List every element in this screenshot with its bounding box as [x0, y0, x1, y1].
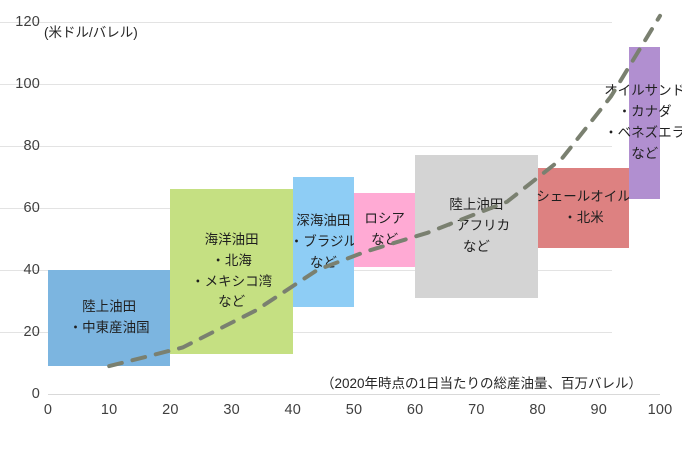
cost-box-label-line: オイルサンド — [604, 82, 682, 98]
cost-box-label-line: ・中東産油国 — [68, 320, 150, 336]
x-axis-tick-label: 80 — [529, 402, 546, 418]
cost-box-label-group: 陸上油田・アフリカなど — [443, 195, 511, 258]
y-axis-tick-label: 80 — [23, 138, 40, 154]
cost-box-onshore-middle-east: 陸上油田・中東産油国 — [48, 270, 171, 367]
cost-box-onshore-africa: 陸上油田・アフリカなど — [415, 155, 538, 298]
cost-box-label-line: 深海油田 — [296, 212, 351, 228]
x-axis-line — [48, 394, 660, 395]
cost-box-deepwater-brazil: 深海油田・ブラジルなど — [290, 177, 357, 308]
gridline — [0, 84, 612, 85]
cost-box-label-line: 陸上油田 — [82, 299, 137, 315]
y-axis-tick-label: 100 — [15, 76, 40, 92]
cost-box-label-line: ・アフリカ — [442, 218, 511, 234]
cost-box-label-line: ロシア — [364, 210, 405, 226]
x-axis-tick-label: 90 — [590, 402, 608, 418]
cost-box-label-group: ロシア など — [364, 209, 405, 251]
x-axis-tick-label: 100 — [647, 402, 673, 418]
cost-box-label-line: など — [309, 254, 337, 270]
cost-box-label-line: など — [371, 231, 399, 247]
x-axis-tick-label: 10 — [100, 402, 118, 418]
cost-box-oil-sands: オイルサンド ・カナダ・ベネズエラ など — [604, 46, 682, 199]
cost-box-offshore: 海洋油田・北海・メキシコ湾 など — [170, 189, 293, 354]
cost-box-label-line: ・カナダ — [617, 103, 672, 119]
gridline — [0, 146, 612, 147]
cost-box-label-line: ・ブラジル — [289, 233, 358, 249]
cost-box-label-line: ・ベネズエラ — [604, 124, 682, 140]
cost-box-label-group: 海洋油田・北海・メキシコ湾 など — [191, 230, 272, 314]
y-axis-tick-label: 60 — [23, 200, 40, 216]
cost-box-label-line: シェールオイル — [536, 189, 631, 205]
cost-box-label-line: 陸上油田 — [449, 197, 504, 213]
y-axis-tick-label: 0 — [31, 386, 40, 402]
cost-box-label-group: 陸上油田・中東産油国 — [69, 297, 150, 339]
y-axis-tick-label: 40 — [23, 262, 40, 278]
cost-box-russia: ロシア など — [354, 192, 416, 267]
y-axis-unit-label: (米ドル/バレル) — [44, 25, 138, 40]
cost-box-label-line: など — [462, 239, 490, 255]
x-axis-tick-label: 70 — [468, 402, 485, 418]
x-axis-tick-label: 0 — [43, 402, 53, 418]
cost-box-label-line: ・メキシコ湾 — [191, 273, 273, 289]
cost-box-label-line: など — [631, 145, 659, 161]
y-axis-tick-label: 20 — [23, 324, 40, 340]
cost-box-label-group: 深海油田・ブラジルなど — [290, 211, 357, 274]
x-axis-unit-label: （2020年時点の1日当たりの総産油量、百万バレル） — [321, 376, 643, 391]
cost-box-label-line: など — [218, 294, 246, 310]
cost-box-label-line: ・北海 — [211, 252, 252, 268]
x-axis-tick-label: 50 — [345, 402, 363, 418]
x-axis-tick-label: 20 — [162, 402, 179, 418]
cost-box-label-group: シェールオイル ・北米 — [536, 187, 631, 229]
cost-box-label-line: 海洋油田 — [204, 231, 259, 247]
x-axis-tick-label: 60 — [406, 402, 424, 418]
cost-box-label-group: オイルサンド ・カナダ・ベネズエラ など — [604, 81, 682, 165]
cost-box-shale-oil: シェールオイル ・北米 — [536, 167, 631, 249]
x-axis-tick-label: 30 — [223, 402, 240, 418]
x-axis-tick-label: 40 — [284, 402, 302, 418]
y-axis-tick-label: 120 — [15, 14, 40, 30]
cost-box-label-line: ・北米 — [563, 209, 604, 225]
